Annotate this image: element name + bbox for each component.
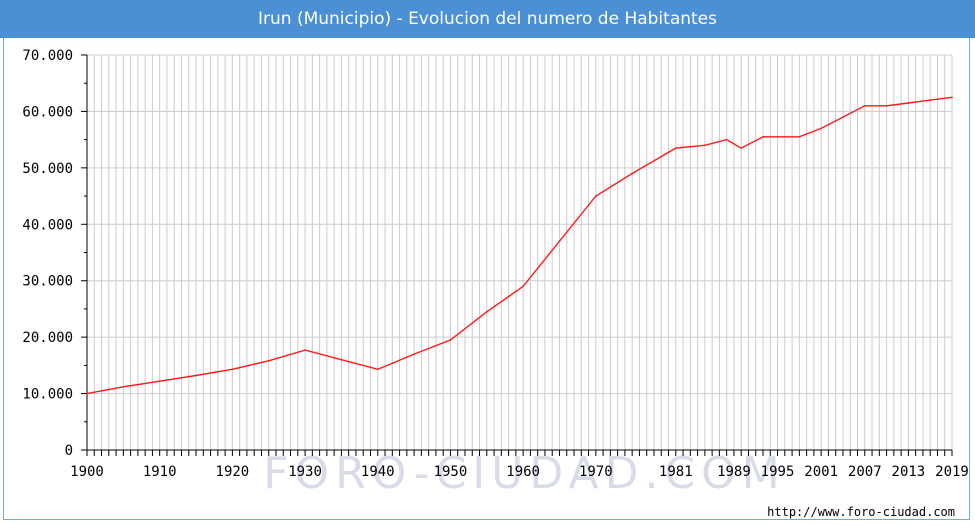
data-point (907, 102, 910, 104)
x-tick-label: 1920 (216, 464, 250, 480)
x-tick-label: 1950 (434, 464, 468, 480)
y-tick-label: 40.000 (22, 217, 73, 233)
data-point (820, 127, 822, 130)
x-tick-label: 1970 (579, 464, 613, 480)
data-point (195, 374, 197, 377)
data-point (929, 99, 931, 101)
y-tick-label: 20.000 (22, 330, 73, 346)
data-point (798, 136, 801, 138)
y-tick-label: 30.000 (22, 274, 73, 290)
x-tick-label: 1900 (70, 464, 104, 480)
watermark-text: FORO-CIUDAD.COM (263, 448, 786, 499)
data-point (704, 144, 706, 147)
data-point (158, 380, 161, 382)
x-tick-label: 1930 (288, 464, 322, 480)
x-tick-label: 1960 (506, 464, 540, 480)
data-point (863, 104, 866, 107)
data-point (842, 116, 844, 118)
data-point (762, 136, 764, 138)
data-point (725, 138, 728, 141)
y-tick-label: 10.000 (22, 387, 73, 403)
chart-border (3, 38, 970, 520)
x-tick-label: 2007 (848, 464, 882, 480)
data-point (595, 195, 597, 197)
data-point (86, 392, 88, 395)
data-point (674, 147, 677, 149)
data-point (122, 386, 125, 388)
data-point (304, 349, 306, 351)
data-point (485, 310, 488, 313)
data-point (231, 368, 234, 371)
data-point (340, 358, 343, 361)
data-point (267, 360, 270, 362)
data-point (631, 172, 633, 175)
x-tick-label: 2019 (935, 464, 969, 480)
data-point (522, 285, 524, 288)
data-point (885, 104, 888, 107)
x-tick-label: 1989 (717, 464, 751, 480)
data-point (558, 240, 561, 243)
y-tick-label: 70.000 (22, 48, 73, 64)
x-tick-label: 1940 (361, 464, 395, 480)
plot-area (87, 55, 952, 450)
data-point (413, 353, 415, 355)
data-point (449, 339, 452, 341)
x-tick-label: 2001 (804, 464, 838, 480)
y-tick-label: 50.000 (22, 161, 73, 177)
y-tick-label: 60.000 (22, 104, 73, 120)
y-tick-label: 0 (65, 443, 73, 459)
source-url: http://www.foro-ciudad.com (767, 505, 955, 519)
data-point (740, 147, 743, 149)
x-tick-label: 1995 (761, 464, 795, 480)
x-tick-label: 1981 (659, 464, 693, 480)
data-point (376, 368, 379, 371)
data-point (951, 96, 953, 99)
x-tick-label: 2013 (892, 464, 926, 480)
data-point (776, 136, 779, 138)
x-tick-label: 1910 (143, 464, 177, 480)
chart-title: Irun (Municipio) - Evolucion del numero … (0, 0, 975, 38)
population-series-line (86, 96, 953, 395)
